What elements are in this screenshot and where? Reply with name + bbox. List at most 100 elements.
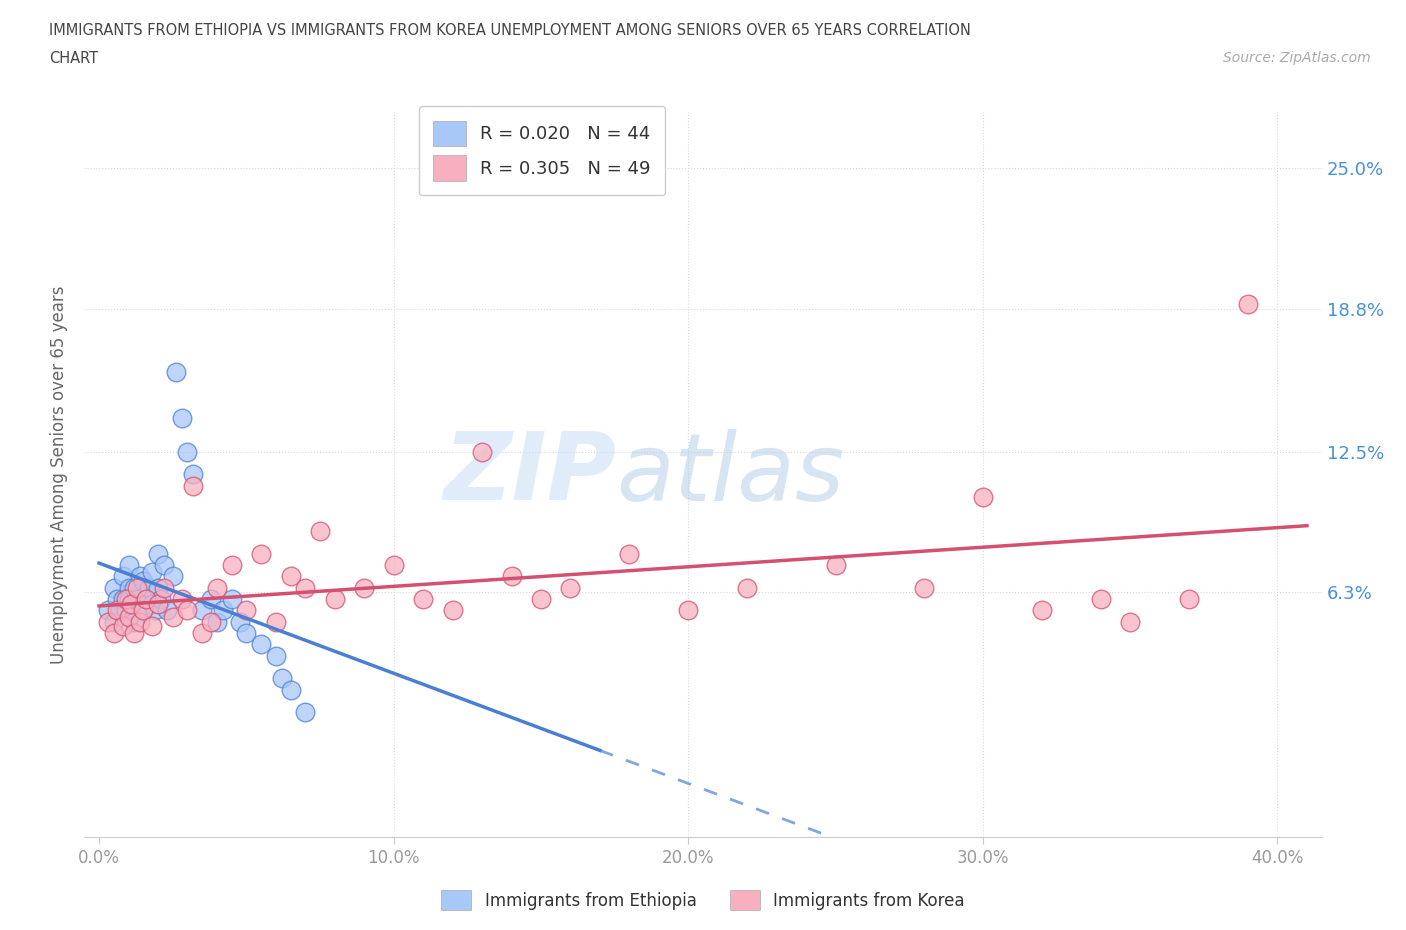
Point <box>270 671 292 685</box>
Point <box>132 574 155 589</box>
Point <box>280 683 302 698</box>
Point <box>124 626 146 641</box>
Text: CHART: CHART <box>49 51 98 66</box>
Point <box>183 467 205 482</box>
Point <box>735 580 758 595</box>
Point <box>129 614 152 629</box>
Point <box>250 637 273 652</box>
Point <box>135 591 157 606</box>
Point <box>117 580 139 595</box>
Point <box>108 603 131 618</box>
Point <box>441 603 464 618</box>
Point <box>141 596 163 611</box>
Point <box>264 614 287 629</box>
Point <box>229 614 252 629</box>
Point <box>141 618 163 633</box>
Point <box>235 603 257 618</box>
Point <box>183 478 205 493</box>
Point <box>111 591 134 606</box>
Point <box>619 546 641 561</box>
Point <box>170 591 193 606</box>
Point <box>141 565 163 579</box>
Point <box>146 580 169 595</box>
Point <box>114 603 136 618</box>
Point <box>1119 614 1142 629</box>
Point <box>412 591 434 606</box>
Point <box>138 580 160 595</box>
Point <box>146 546 169 561</box>
Point <box>124 614 146 629</box>
Point <box>1178 591 1201 606</box>
Point <box>560 580 582 595</box>
Point <box>129 569 152 584</box>
Point <box>250 546 273 561</box>
Point <box>205 614 228 629</box>
Point <box>309 524 332 538</box>
Point <box>114 591 136 606</box>
Point <box>127 580 149 595</box>
Point <box>1031 603 1053 618</box>
Point <box>280 569 302 584</box>
Point <box>156 603 179 618</box>
Point <box>103 626 125 641</box>
Point <box>323 591 346 606</box>
Point <box>200 591 222 606</box>
Point <box>97 614 120 629</box>
Point <box>162 569 184 584</box>
Point <box>103 614 125 629</box>
Point <box>124 580 146 595</box>
Y-axis label: Unemployment Among Seniors over 65 years: Unemployment Among Seniors over 65 years <box>51 286 69 663</box>
Point <box>121 596 143 611</box>
Text: IMMIGRANTS FROM ETHIOPIA VS IMMIGRANTS FROM KOREA UNEMPLOYMENT AMONG SENIORS OVE: IMMIGRANTS FROM ETHIOPIA VS IMMIGRANTS F… <box>49 23 972 38</box>
Point <box>294 580 316 595</box>
Point <box>501 569 523 584</box>
Point <box>165 365 187 379</box>
Text: atlas: atlas <box>616 429 845 520</box>
Point <box>1090 591 1112 606</box>
Point <box>824 558 846 573</box>
Point <box>382 558 405 573</box>
Point <box>162 610 184 625</box>
Point <box>264 648 287 663</box>
Point <box>200 614 222 629</box>
Point <box>176 603 198 618</box>
Point <box>471 445 494 459</box>
Point <box>191 603 214 618</box>
Point <box>205 580 228 595</box>
Point <box>135 591 157 606</box>
Point <box>170 410 193 425</box>
Point <box>111 618 134 633</box>
Point <box>127 591 149 606</box>
Text: ZIP: ZIP <box>443 429 616 520</box>
Point <box>146 596 169 611</box>
Point <box>176 445 198 459</box>
Point <box>211 603 233 618</box>
Point <box>105 591 128 606</box>
Point <box>117 591 139 606</box>
Point <box>353 580 375 595</box>
Point <box>294 705 316 720</box>
Point <box>149 591 172 606</box>
Point <box>221 558 243 573</box>
Text: Source: ZipAtlas.com: Source: ZipAtlas.com <box>1223 51 1371 65</box>
Point <box>153 580 176 595</box>
Point <box>132 603 155 618</box>
Point <box>235 626 257 641</box>
Point <box>117 558 139 573</box>
Point <box>153 558 176 573</box>
Point <box>103 580 125 595</box>
Point <box>143 603 166 618</box>
Legend: Immigrants from Ethiopia, Immigrants from Korea: Immigrants from Ethiopia, Immigrants fro… <box>434 884 972 917</box>
Legend: R = 0.020   N = 44, R = 0.305   N = 49: R = 0.020 N = 44, R = 0.305 N = 49 <box>419 106 665 195</box>
Point <box>1237 297 1260 312</box>
Point <box>678 603 700 618</box>
Point <box>97 603 120 618</box>
Point <box>530 591 553 606</box>
Point <box>105 603 128 618</box>
Point <box>221 591 243 606</box>
Point <box>912 580 935 595</box>
Point <box>111 569 134 584</box>
Point <box>972 489 994 504</box>
Point <box>132 603 155 618</box>
Point <box>117 610 139 625</box>
